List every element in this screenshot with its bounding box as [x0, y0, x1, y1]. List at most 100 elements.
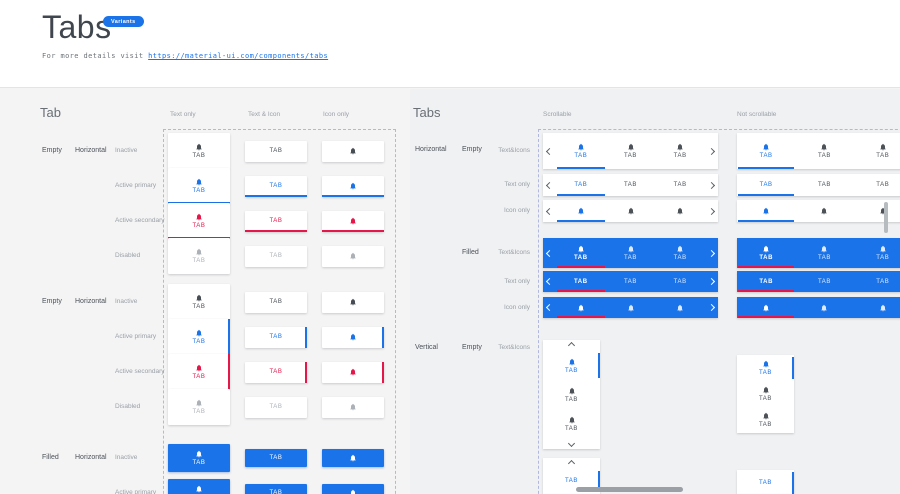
column-header: Scrollable: [543, 111, 572, 118]
tab[interactable]: TAB: [556, 133, 606, 169]
tab[interactable]: [737, 200, 795, 222]
tab[interactable]: [322, 210, 384, 232]
tab[interactable]: TAB: [655, 238, 705, 268]
tab[interactable]: TAB: [168, 168, 230, 204]
tab[interactable]: [322, 140, 384, 162]
tab[interactable]: TAB: [245, 140, 307, 162]
tab[interactable]: TAB: [737, 133, 795, 169]
scroll-left-button[interactable]: [543, 200, 556, 222]
tab[interactable]: [606, 200, 656, 222]
tab[interactable]: TAB: [854, 271, 900, 292]
tab[interactable]: TAB: [245, 449, 307, 467]
tab[interactable]: TAB: [245, 361, 307, 383]
tab[interactable]: TAB: [655, 271, 705, 292]
tab[interactable]: [854, 200, 900, 222]
scroll-up-button[interactable]: [543, 340, 600, 351]
tab[interactable]: [606, 297, 656, 318]
tab[interactable]: TAB: [168, 354, 230, 390]
tab[interactable]: TAB: [168, 284, 230, 320]
vertical-scrollbar-thumb[interactable]: [884, 202, 888, 233]
chevron-up-icon: [567, 459, 576, 468]
bell-icon: [568, 358, 575, 365]
tab[interactable]: TAB: [556, 174, 606, 196]
tab[interactable]: TAB: [606, 133, 656, 169]
tab[interactable]: TAB: [245, 210, 307, 232]
tab[interactable]: TAB: [854, 133, 900, 169]
tab[interactable]: TAB: [556, 238, 606, 268]
tab[interactable]: TAB: [556, 271, 606, 292]
tab[interactable]: TAB: [168, 479, 230, 494]
tab[interactable]: TAB: [737, 355, 794, 381]
tab[interactable]: TAB: [737, 174, 795, 196]
tab[interactable]: TAB: [245, 175, 307, 197]
tab[interactable]: TAB: [795, 174, 853, 196]
bell-icon: [578, 207, 584, 215]
tab[interactable]: [322, 326, 384, 348]
tab[interactable]: TAB: [606, 174, 656, 196]
tab[interactable]: [322, 245, 384, 267]
tab[interactable]: TAB: [543, 469, 600, 493]
tab[interactable]: TAB: [737, 238, 795, 268]
tab[interactable]: TAB: [168, 319, 230, 355]
tab[interactable]: [322, 396, 384, 418]
horizontal-scrollbar-thumb[interactable]: [576, 487, 683, 492]
tab[interactable]: TAB: [737, 470, 794, 494]
docs-link[interactable]: https://material-ui.com/components/tabs: [148, 52, 329, 60]
scroll-up-button[interactable]: [543, 458, 600, 469]
tab[interactable]: [795, 297, 853, 318]
tab[interactable]: TAB: [168, 444, 230, 472]
tab[interactable]: [322, 291, 384, 313]
tab[interactable]: [737, 297, 795, 318]
tab[interactable]: [655, 297, 705, 318]
scroll-right-button[interactable]: [705, 133, 718, 169]
scroll-left-button[interactable]: [543, 271, 556, 292]
tab[interactable]: TAB: [737, 381, 794, 407]
tab[interactable]: [556, 297, 606, 318]
scroll-left-button[interactable]: [543, 174, 556, 196]
scroll-right-button[interactable]: [705, 238, 718, 268]
tab[interactable]: TAB: [854, 238, 900, 268]
scroll-right-button[interactable]: [705, 174, 718, 196]
tab[interactable]: [322, 175, 384, 197]
tab[interactable]: TAB: [606, 271, 656, 292]
section-title-tabs: Tabs: [413, 105, 441, 120]
tab[interactable]: TAB: [168, 133, 230, 169]
tab[interactable]: TAB: [795, 133, 853, 169]
tab[interactable]: TAB: [655, 174, 705, 196]
tab[interactable]: [556, 200, 606, 222]
scroll-right-button[interactable]: [705, 271, 718, 292]
tab[interactable]: [322, 361, 384, 383]
tab[interactable]: TAB: [737, 407, 794, 433]
scroll-down-button[interactable]: [543, 438, 600, 449]
tab[interactable]: [854, 297, 900, 318]
tab[interactable]: TAB: [795, 271, 853, 292]
tab[interactable]: TAB: [543, 380, 600, 409]
scroll-right-button[interactable]: [705, 200, 718, 222]
tab[interactable]: TAB: [245, 396, 307, 418]
tab[interactable]: TAB: [168, 203, 230, 239]
scroll-left-button[interactable]: [543, 297, 556, 318]
tab[interactable]: TAB: [245, 484, 307, 494]
tab[interactable]: TAB: [854, 174, 900, 196]
tab[interactable]: TAB: [245, 326, 307, 348]
tab[interactable]: [655, 200, 705, 222]
tab[interactable]: TAB: [245, 291, 307, 313]
tab[interactable]: TAB: [655, 133, 705, 169]
tab[interactable]: [322, 449, 384, 467]
tab[interactable]: [322, 484, 384, 494]
tab[interactable]: TAB: [543, 351, 600, 380]
scroll-right-button[interactable]: [705, 297, 718, 318]
scroll-left-button[interactable]: [543, 238, 556, 268]
tab-label: TAB: [758, 370, 773, 376]
scroll-left-button[interactable]: [543, 133, 556, 169]
tab[interactable]: TAB: [795, 238, 853, 268]
tab[interactable]: TAB: [737, 271, 795, 292]
tab[interactable]: TAB: [543, 409, 600, 438]
bell-icon: [350, 454, 356, 462]
tab[interactable]: TAB: [606, 238, 656, 268]
tab[interactable]: TAB: [168, 389, 230, 425]
tab[interactable]: [795, 200, 853, 222]
bell-icon: [196, 364, 202, 372]
tab[interactable]: TAB: [168, 238, 230, 274]
tab[interactable]: TAB: [245, 245, 307, 267]
